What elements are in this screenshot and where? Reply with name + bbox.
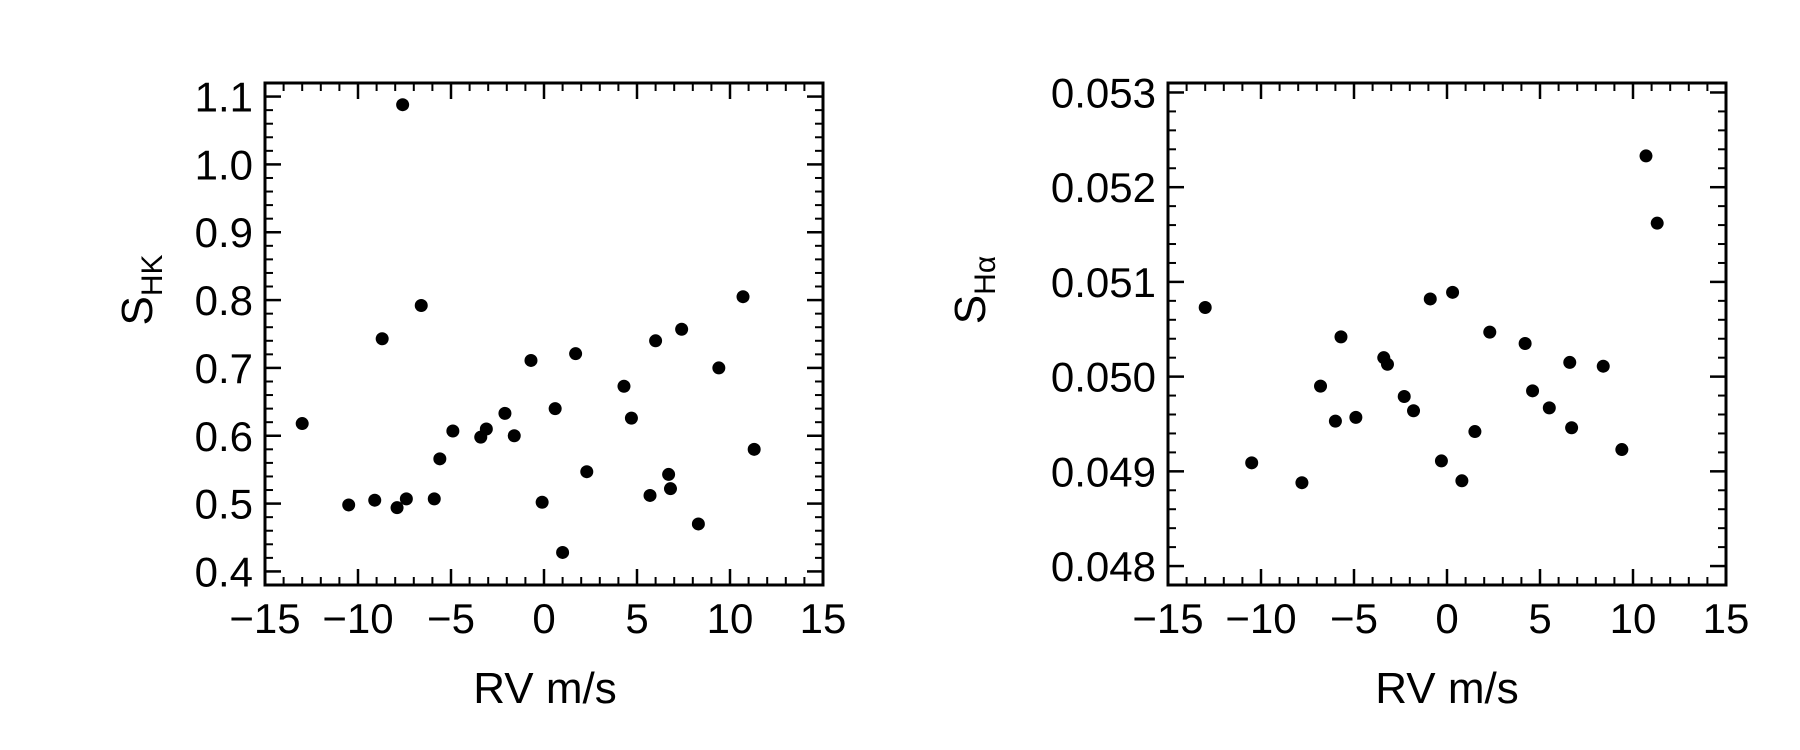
data-point xyxy=(342,498,356,512)
data-point xyxy=(548,402,562,416)
y-tick-label: 1.0 xyxy=(195,141,253,188)
chart-panel-shk: SHK RV m/s −15 −10 −5 0 5 10 15 0.4 0.5 0.6 0.7 0.8… xyxy=(113,74,846,713)
data-point xyxy=(1483,325,1497,339)
data-point xyxy=(1639,149,1653,163)
data-point xyxy=(649,334,663,348)
y-axis-label-subscript: Hα xyxy=(969,256,1002,295)
x-tick-label: 15 xyxy=(1703,595,1750,642)
y-tick-label: 1.1 xyxy=(195,74,253,121)
data-point xyxy=(1434,454,1448,468)
data-point xyxy=(712,361,726,375)
data-point xyxy=(747,442,761,456)
data-point xyxy=(479,422,493,436)
data-point xyxy=(1455,474,1469,488)
data-point xyxy=(1615,443,1629,457)
x-tick-label: −15 xyxy=(1132,595,1203,642)
data-point xyxy=(535,495,549,509)
x-tick-label: −10 xyxy=(1225,595,1296,642)
data-point xyxy=(580,465,594,479)
data-point xyxy=(414,299,428,313)
data-point xyxy=(390,501,404,515)
data-point xyxy=(1526,384,1540,398)
data-point xyxy=(1349,410,1363,424)
data-point xyxy=(1334,330,1348,344)
data-point xyxy=(375,332,389,346)
data-point xyxy=(1423,292,1437,306)
y-tick-label: 0.053 xyxy=(1051,69,1156,116)
y-axis-label-subscript: HK xyxy=(136,254,169,296)
y-tick-label: 0.052 xyxy=(1051,164,1156,211)
data-point xyxy=(663,482,677,496)
data-point xyxy=(1198,300,1212,314)
data-point xyxy=(1397,390,1411,404)
data-point xyxy=(662,467,676,481)
data-point xyxy=(1380,357,1394,371)
data-point xyxy=(295,417,309,431)
y-tick-label: 0.8 xyxy=(195,277,253,324)
data-point xyxy=(556,545,570,559)
data-point xyxy=(624,411,638,425)
chart-panel-sha: SHα RV m/s −15 −10 −5 0 5 10 15 0.048 0.049 0.050… xyxy=(946,69,1749,713)
x-axis-label: RV m/s xyxy=(473,664,616,713)
data-point xyxy=(524,353,538,367)
data-point xyxy=(446,424,460,438)
data-point xyxy=(1518,336,1532,350)
y-tick-label: 0.7 xyxy=(195,345,253,392)
data-point xyxy=(368,493,382,507)
data-point xyxy=(675,322,689,336)
y-tick-label: 0.9 xyxy=(195,209,253,256)
data-point xyxy=(1468,425,1482,439)
data-point xyxy=(1245,456,1259,470)
data-point xyxy=(498,406,512,420)
data-point xyxy=(507,429,521,443)
data-point xyxy=(1563,355,1577,369)
x-tick-label: 15 xyxy=(800,595,847,642)
x-tick-label: −10 xyxy=(322,595,393,642)
data-point xyxy=(736,290,750,304)
data-point xyxy=(1295,476,1309,490)
data-point xyxy=(399,492,413,506)
data-point xyxy=(1314,379,1328,393)
data-point xyxy=(1407,404,1421,418)
y-axis-label: SHK xyxy=(113,254,169,325)
y-tick-label: 0.049 xyxy=(1051,448,1156,495)
x-axis-label: RV m/s xyxy=(1375,664,1518,713)
data-point xyxy=(427,492,441,506)
y-tick-label: 0.4 xyxy=(195,548,253,595)
data-point xyxy=(1596,359,1610,373)
data-point xyxy=(1328,414,1342,428)
x-tick-label: −5 xyxy=(1330,595,1378,642)
x-tick-label: 0 xyxy=(532,595,555,642)
y-tick-label: 0.048 xyxy=(1051,543,1156,590)
y-tick-label: 0.5 xyxy=(195,481,253,528)
x-tick-label: −5 xyxy=(427,595,475,642)
y-tick-label: 0.050 xyxy=(1051,354,1156,401)
data-point xyxy=(691,517,705,531)
x-tick-label: 5 xyxy=(625,595,648,642)
data-point xyxy=(1565,421,1579,435)
x-tick-label: 10 xyxy=(707,595,754,642)
data-point xyxy=(569,347,583,361)
y-axis-label: SHα xyxy=(946,256,1002,324)
data-point xyxy=(396,98,410,112)
x-tick-label: 10 xyxy=(1610,595,1657,642)
x-tick-label: 0 xyxy=(1435,595,1458,642)
x-tick-label: −15 xyxy=(229,595,300,642)
data-point xyxy=(433,452,447,466)
x-tick-label: 5 xyxy=(1528,595,1551,642)
y-tick-label: 0.6 xyxy=(195,413,253,460)
data-point xyxy=(1446,285,1460,299)
data-point xyxy=(643,488,657,502)
data-point xyxy=(1542,401,1556,415)
data-point xyxy=(617,379,631,393)
y-tick-label: 0.051 xyxy=(1051,259,1156,306)
data-point xyxy=(1650,216,1664,230)
